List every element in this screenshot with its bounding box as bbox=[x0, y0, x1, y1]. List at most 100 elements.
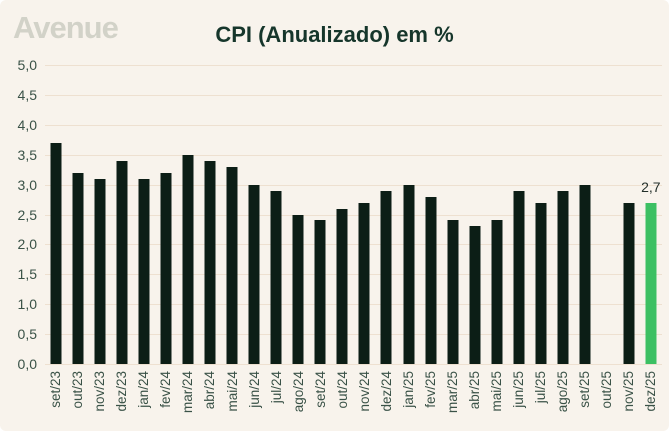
x-tick: jul/24 bbox=[265, 371, 287, 427]
bar bbox=[535, 202, 547, 364]
bar-slot bbox=[243, 65, 265, 364]
bar-highlight bbox=[645, 202, 657, 364]
x-tick-label: set/25 bbox=[577, 371, 593, 408]
bar-slot bbox=[398, 65, 420, 364]
bar bbox=[513, 190, 525, 364]
bar bbox=[469, 226, 481, 364]
bar bbox=[380, 190, 392, 364]
x-tick-label: jun/25 bbox=[510, 371, 526, 408]
y-tick-label: 2,0 bbox=[17, 236, 37, 253]
bar bbox=[72, 172, 84, 364]
x-tick-label: jan/25 bbox=[400, 371, 416, 408]
y-tick-label: 5,0 bbox=[17, 57, 37, 73]
bar-slot bbox=[67, 65, 89, 364]
bar-slot bbox=[89, 65, 111, 364]
bar-slot bbox=[309, 65, 331, 364]
x-tick-label: jan/24 bbox=[136, 371, 152, 408]
bars-container: 2,7 bbox=[45, 65, 662, 364]
x-tick-label: set/23 bbox=[48, 371, 64, 408]
x-tick: abr/25 bbox=[464, 371, 486, 427]
x-tick: ago/25 bbox=[552, 371, 574, 427]
x-tick-label: dez/25 bbox=[643, 371, 659, 412]
x-tick: dez/24 bbox=[375, 371, 397, 427]
x-tick: mai/25 bbox=[486, 371, 508, 427]
x-tick: nov/24 bbox=[353, 371, 375, 427]
bar bbox=[491, 220, 503, 364]
y-tick-label: 4,0 bbox=[17, 116, 37, 133]
x-tick: set/23 bbox=[45, 371, 67, 427]
y-tick-label: 1,0 bbox=[17, 296, 37, 313]
x-tick: mar/25 bbox=[442, 371, 464, 427]
bar bbox=[160, 172, 172, 364]
bar bbox=[425, 196, 437, 364]
x-tick-label: nov/23 bbox=[92, 371, 108, 412]
bar-slot bbox=[508, 65, 530, 364]
x-tick-label: jul/24 bbox=[268, 371, 284, 404]
bar-slot bbox=[133, 65, 155, 364]
y-tick-label: 0,0 bbox=[17, 356, 37, 372]
x-tick-label: abr/25 bbox=[466, 371, 482, 410]
x-tick: nov/23 bbox=[89, 371, 111, 427]
gridline bbox=[45, 154, 662, 156]
x-tick-label: set/24 bbox=[312, 371, 328, 408]
x-tick: jun/25 bbox=[508, 371, 530, 427]
x-tick: abr/24 bbox=[199, 371, 221, 427]
y-tick-label: 3,0 bbox=[17, 176, 37, 193]
gridline bbox=[45, 214, 662, 216]
x-tick: jul/25 bbox=[530, 371, 552, 427]
bar-slot bbox=[353, 65, 375, 364]
gridline bbox=[45, 364, 662, 365]
bar bbox=[204, 160, 216, 364]
x-tick-label: fev/25 bbox=[422, 371, 438, 408]
x-tick-label: mai/24 bbox=[224, 371, 240, 412]
bar bbox=[248, 184, 260, 364]
gridline bbox=[45, 184, 662, 186]
bar bbox=[292, 214, 304, 364]
bar-slot bbox=[331, 65, 353, 364]
y-tick-label: 3,5 bbox=[17, 146, 37, 163]
x-tick: dez/25 bbox=[640, 371, 662, 427]
x-tick-label: jul/25 bbox=[532, 371, 548, 404]
y-tick-label: 2,5 bbox=[17, 206, 37, 223]
x-axis-labels: set/23 out/23 nov/23 dez/23 jan/24 fev/24 mar/… bbox=[45, 371, 662, 427]
bar-slot bbox=[111, 65, 133, 364]
x-tick-label: out/25 bbox=[599, 371, 615, 409]
x-tick: fev/24 bbox=[155, 371, 177, 427]
x-tick: set/25 bbox=[574, 371, 596, 427]
bar-slot bbox=[155, 65, 177, 364]
bar bbox=[314, 220, 326, 364]
gridline bbox=[45, 94, 662, 96]
bar-value-label: 2,7 bbox=[641, 178, 661, 195]
x-tick: mar/24 bbox=[177, 371, 199, 427]
bar-slot bbox=[265, 65, 287, 364]
x-tick-label: fev/24 bbox=[158, 371, 174, 408]
bar bbox=[226, 166, 238, 364]
bar bbox=[94, 178, 106, 364]
y-tick-label: 1,5 bbox=[17, 266, 37, 283]
x-tick: fev/25 bbox=[420, 371, 442, 427]
x-tick-label: out/23 bbox=[70, 371, 86, 409]
bar-slot bbox=[287, 65, 309, 364]
gridline bbox=[45, 334, 662, 336]
plot-area: 5,0 4,5 4,0 3,5 3,0 2,5 2,0 1,5 1,0 0,5 0,0 2,7 bbox=[18, 57, 662, 372]
bar-slot bbox=[177, 65, 199, 364]
x-tick-label: out/24 bbox=[334, 371, 350, 409]
bar-slot bbox=[199, 65, 221, 364]
bar bbox=[403, 184, 415, 364]
x-tick-label: mar/24 bbox=[180, 371, 196, 414]
x-tick: jun/24 bbox=[243, 371, 265, 427]
x-tick-label: abr/24 bbox=[202, 371, 218, 410]
bar-slot bbox=[574, 65, 596, 364]
bar bbox=[50, 142, 62, 364]
gridline bbox=[45, 124, 662, 126]
bar bbox=[358, 202, 370, 364]
bar-slot bbox=[530, 65, 552, 364]
bar-slot bbox=[552, 65, 574, 364]
x-tick: nov/25 bbox=[618, 371, 640, 427]
x-tick: out/25 bbox=[596, 371, 618, 427]
x-tick-label: nov/25 bbox=[621, 371, 637, 412]
x-tick: set/24 bbox=[309, 371, 331, 427]
bar-slot bbox=[375, 65, 397, 364]
bar bbox=[623, 202, 635, 364]
